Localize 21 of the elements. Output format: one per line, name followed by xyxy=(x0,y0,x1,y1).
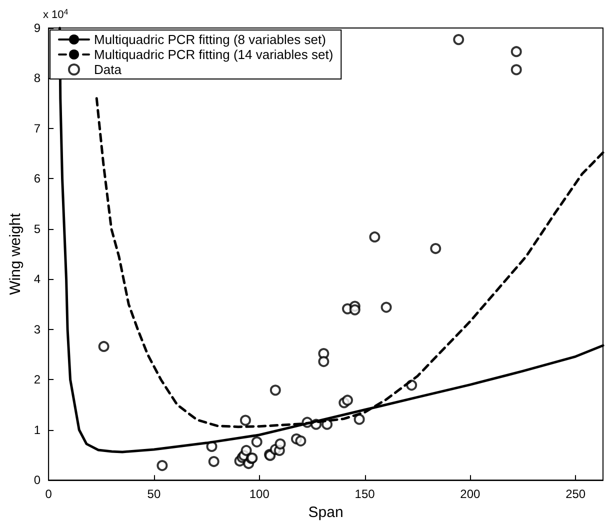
y-tick-label: 4 xyxy=(34,272,41,286)
legend-label: Data xyxy=(94,62,122,77)
x-tick-label: 150 xyxy=(354,487,376,502)
x-tick-label: 200 xyxy=(460,487,481,502)
y-axis-title: Wing weight xyxy=(7,212,24,295)
legend-label: Multiquadric PCR fitting (8 variables set) xyxy=(94,32,326,47)
legend-label: Multiquadric PCR fitting (14 variables set) xyxy=(94,47,334,62)
y-tick-label: 3 xyxy=(34,322,41,336)
y-tick-label: 2 xyxy=(34,372,41,387)
x-axis-title: Span xyxy=(308,504,344,521)
y-tick-label: 7 xyxy=(34,121,41,136)
y-tick-label: 6 xyxy=(34,172,41,186)
x-tick-label: 50 xyxy=(147,487,161,502)
x-tick-label: 100 xyxy=(249,487,270,502)
y-tick-label: 5 xyxy=(34,222,41,236)
x-tick-label: 250 xyxy=(566,487,586,502)
y-tick-label: 9 xyxy=(34,21,41,35)
y-tick-label: 8 xyxy=(34,71,41,86)
y-tick-label: 0 xyxy=(34,473,41,488)
x-tick-label: 0 xyxy=(45,487,52,502)
y-tick-label: 1 xyxy=(34,422,41,437)
